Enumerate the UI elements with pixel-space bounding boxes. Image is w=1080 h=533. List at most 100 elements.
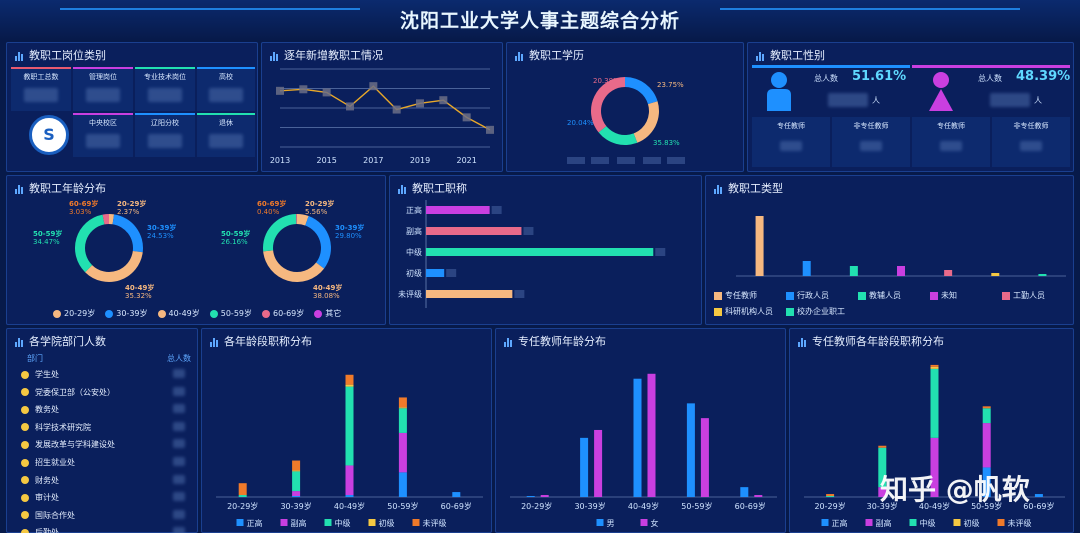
bullet-icon [21,440,29,449]
count-blurred [173,509,185,519]
legend-item: 专任教师 [714,290,757,301]
panel-post-type: 教职工岗位类别 教职工总数 管理岗位 专业技术岗位 高校 S 中央校区 辽阳分校… [6,42,258,172]
bar-segment [345,374,354,385]
bar [633,378,642,497]
legend-item: 未知 [930,290,957,301]
male-sub-right: 非专任教师 [832,117,910,167]
bar-segment [345,384,354,387]
legend-swatch [821,519,829,526]
count-blurred [173,474,185,484]
cell-total: 教职工总数 [11,67,71,111]
legend-item: 20-29岁 [53,308,95,319]
list-item[interactable]: 审计处 [21,492,59,503]
bar [594,429,603,497]
panel-title: 教职工职称 [398,180,467,196]
bar-value-blurred [491,206,502,214]
staff-type-chart [736,216,1066,277]
panel-staff-type: 教职工类型 专任教师 行政人员 教辅人员 未知 工勤人员 科研机构人员 校办企业职工 [705,175,1074,325]
pie-slice [625,77,658,105]
cell-technical: 专业技术岗位 [135,67,195,111]
bar-segment [826,494,835,497]
bar-segment [398,397,407,408]
bar-value-blurred [523,227,534,235]
pie-label: 60-69岁 [257,199,286,208]
bar [647,373,656,497]
pie-slice [263,250,325,282]
y-tick-label: 中级 [406,247,422,257]
header [0,0,1080,40]
panel-title: 教职工岗位类别 [15,47,106,63]
panel-title: 专任教师各年龄段职称分布 [798,333,944,349]
female-sub-left: 专任教师 [912,117,990,167]
female-total-label: 总人数 [978,74,1002,83]
list-item[interactable]: 国际合作处 [21,510,75,521]
list-item[interactable]: 党委保卫部（公安处） [21,387,115,398]
bar-chart-icon [756,50,764,61]
pie-label: 40-49岁 [125,283,154,292]
bar-segment [398,407,407,409]
bar-segment [982,406,991,409]
pie-label: 20.04% [567,119,594,127]
x-tick-label: 20-29岁 [814,501,845,511]
bar [754,495,763,497]
x-tick-label: 2021 [456,156,476,165]
list-item[interactable]: 学生处 [21,369,59,380]
pie-label: 30-39岁 [335,223,364,232]
count-blurred [173,457,185,466]
legend-item: 工勤人员 [1002,290,1045,301]
count-blurred [173,492,185,502]
bar [991,273,1000,276]
male-count [828,93,868,107]
data-point [392,105,401,114]
staff-type-legend: 专任教师 行政人员 教辅人员 未知 工勤人员 科研机构人员 校办企业职工 [714,290,1069,324]
list-item[interactable]: 科学技术研究院 [21,422,91,433]
x-tick-label: 60-69岁 [735,501,766,511]
pie-percent: 3.03% [69,208,92,216]
male-percent: 51.61% [852,69,907,84]
male-total-label: 总人数 [814,74,838,83]
bar-segment [292,470,301,472]
pie-label: 60-69岁 [69,199,98,208]
cell-retired: 退休 [197,113,255,157]
legend-item: 30-39岁 [105,308,148,319]
legend-label: 正高 [832,518,848,528]
list-item[interactable]: 后勤处 [21,527,59,533]
bar-segment [292,471,301,492]
legend-label: 初级 [379,518,395,528]
bar-segment [982,408,991,424]
panel-title: 专任教师年龄分布 [504,333,606,349]
pie-percent: 2.37% [117,208,140,216]
legend-item: 教辅人员 [858,290,901,301]
count-blurred [173,369,185,378]
legend-item: 60-69岁 [262,308,304,319]
panel-teacher-age-rank: 专任教师各年龄段职称分布 20-29岁 30-39岁 40-49岁 50-59岁 60-… [789,328,1074,533]
count-blurred [173,527,185,533]
legend-item: 40-49岁 [157,308,200,319]
bar-chart-icon [515,50,523,61]
pie-slice [305,216,331,269]
panel-departments: 各学院部门人数 部门 总人数 学生处 党委保卫部（公安处） 教务处 科学技术研究院 发展… [6,328,198,533]
pie-slice [598,126,638,145]
list-item[interactable]: 教务处 [21,404,59,415]
bullet-icon [21,476,29,485]
list-item[interactable]: 招生就业处 [21,457,75,468]
legend-label: 中级 [335,518,351,528]
list-item[interactable]: 发展改革与学科建设处 [21,439,115,450]
legend-item: 行政人员 [786,290,829,301]
bar-value-blurred [655,248,666,256]
count-blurred [173,404,185,414]
bar-segment [292,460,301,471]
data-point [299,85,308,94]
female-percent: 48.39% [1016,69,1071,84]
male-unit: 人 [872,96,880,105]
count-blurred [173,439,185,449]
data-point [416,99,424,108]
x-tick-label: 2013 [270,156,290,165]
bar-segment [292,496,301,497]
x-tick-label: 30-39岁 [574,501,605,511]
panel-title: 教职工学历 [515,47,584,63]
pie-percent: 34.47% [33,238,60,246]
list-item[interactable]: 财务处 [21,475,59,486]
pie-slice [591,77,625,133]
